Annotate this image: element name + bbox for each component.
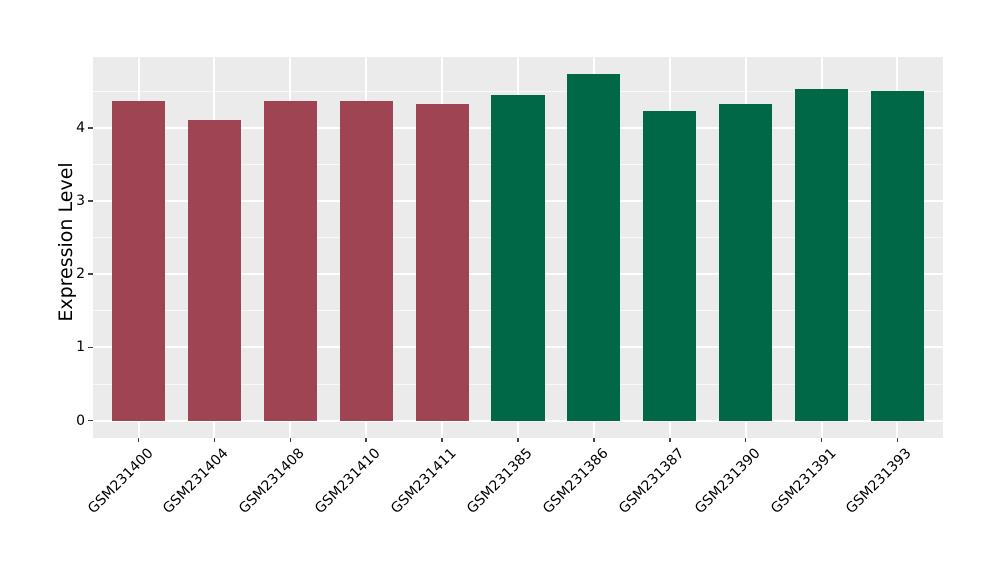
x-tick-mark (820, 438, 823, 442)
bar-GSM231386 (567, 74, 621, 421)
y-tick-label: 0 (76, 412, 85, 429)
x-tick-mark (593, 438, 595, 442)
x-tick-mark (441, 438, 443, 442)
x-tick-mark (137, 438, 140, 442)
bar-GSM231404 (187, 119, 241, 421)
y-tick-mark (88, 346, 93, 349)
bar-GSM231393 (870, 91, 925, 421)
bar-GSM231391 (795, 88, 849, 421)
bar-GSM231408 (263, 100, 317, 421)
bar-GSM231385 (491, 94, 545, 421)
bar-GSM231387 (643, 110, 697, 421)
x-tick-mark (744, 438, 747, 442)
y-tick-label: 3 (76, 193, 85, 209)
x-tick-mark (365, 438, 367, 442)
plot-area (93, 57, 943, 438)
x-tick-label: GSM231400 (84, 445, 157, 517)
y-tick-label: 1 (76, 339, 85, 356)
bar-GSM231411 (415, 104, 469, 421)
x-tick-mark (896, 438, 899, 442)
y-tick-mark (88, 419, 93, 422)
y-tick-label: 4 (76, 119, 85, 136)
y-tick-mark (88, 200, 93, 202)
bar-GSM231410 (339, 101, 393, 421)
bar-GSM231400 (111, 101, 166, 421)
x-tick-mark (517, 438, 519, 442)
y-tick-label: 2 (76, 266, 85, 283)
x-tick-mark (213, 438, 216, 442)
x-tick-mark (289, 438, 292, 442)
y-tick-mark (88, 127, 93, 129)
y-axis-title: Expression Level (55, 162, 77, 322)
x-tick-mark (669, 438, 671, 442)
y-tick-mark (88, 273, 93, 275)
bar-GSM231390 (719, 103, 773, 421)
